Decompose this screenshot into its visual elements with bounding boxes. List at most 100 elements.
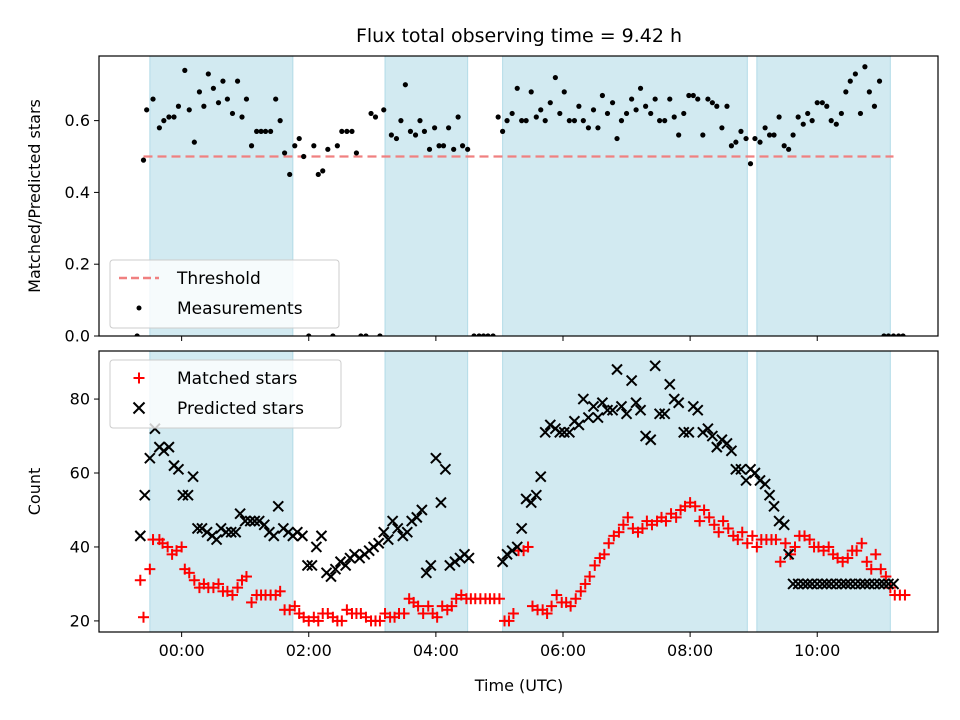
measurement-point: [876, 78, 883, 84]
measurement-point: [239, 114, 245, 120]
measurement-point: [381, 107, 387, 113]
measurement-point: [766, 132, 773, 138]
predicted-star-point: [315, 530, 328, 542]
legend-x: [132, 401, 146, 415]
measurement-point: [771, 132, 777, 138]
predicted-star-point: [430, 452, 442, 464]
predicted-star-point: [868, 578, 881, 590]
measurement-point: [339, 128, 345, 134]
predicted-star-point: [678, 426, 690, 439]
measurement-point: [705, 96, 711, 102]
matched-star-point: [899, 589, 911, 601]
predicted-star-point: [801, 578, 814, 590]
x-axis-label: Time (UTC): [474, 676, 563, 695]
matched-star-point: [584, 571, 596, 583]
measurement-point: [210, 85, 217, 91]
measurement-point: [695, 96, 701, 102]
measurement-point: [248, 143, 255, 149]
measurement-point: [440, 143, 447, 149]
legend-predicted-label: Predicted stars: [177, 399, 304, 419]
x-tick-label: 00:00: [159, 641, 205, 660]
y-tick-label: 0.0: [65, 327, 90, 346]
predicted-star-point: [763, 489, 776, 501]
matched-star-point: [613, 526, 625, 538]
predicted-star-point: [244, 515, 256, 527]
measurement-point: [724, 103, 730, 109]
measurement-point: [426, 146, 433, 152]
matched-star-point: [694, 515, 706, 527]
matched-star-point: [176, 541, 188, 553]
measurement-point: [629, 96, 635, 102]
measurement-point: [258, 128, 264, 134]
measurement-point: [900, 333, 906, 336]
measurement-point: [407, 128, 414, 134]
measurement-point: [657, 118, 663, 124]
measurement-point: [273, 96, 279, 102]
predicted-star-point: [382, 533, 394, 546]
measurement-point: [552, 74, 558, 81]
predicted-star-point: [882, 578, 895, 590]
predicted-star-point: [439, 463, 452, 476]
predicted-star-point: [859, 578, 871, 590]
measurement-point: [599, 92, 606, 99]
predicted-star-point: [172, 463, 185, 476]
measurement-point: [557, 110, 563, 117]
matched-star-point: [134, 574, 146, 586]
predicted-star-point: [649, 360, 661, 372]
predicted-star-point: [234, 507, 246, 520]
predicted-star-point: [420, 567, 433, 579]
measurement-point: [795, 114, 801, 120]
measurement-point: [733, 139, 739, 145]
predicted-star-point: [778, 519, 790, 531]
measurement-point: [781, 143, 787, 149]
x-tick-label: 06:00: [540, 641, 586, 660]
matched-star-point: [861, 556, 873, 568]
predicted-star-point: [306, 559, 318, 572]
matched-star-point: [589, 559, 601, 571]
x-tick-label: 02:00: [286, 641, 332, 660]
measurement-point: [480, 333, 487, 336]
measurement-point: [800, 121, 806, 127]
measurement-point: [161, 118, 167, 124]
measurement-point: [595, 125, 601, 131]
measurement-point: [676, 132, 682, 138]
shaded-interval: [756, 350, 891, 633]
predicted-star-point: [601, 404, 614, 416]
legend-plus: [133, 372, 145, 384]
measurement-point: [186, 107, 192, 113]
measurement-point: [728, 143, 735, 149]
predicted-star-point: [625, 374, 638, 387]
legend-measurements-dot: [136, 305, 142, 311]
predicted-star-point: [539, 426, 551, 439]
measurement-point: [471, 333, 477, 336]
measurement-point: [320, 168, 326, 174]
predicted-star-point: [782, 548, 795, 561]
predicted-star-point: [878, 578, 890, 590]
legend-predicted-marker: [132, 401, 146, 415]
matched-star-point: [212, 578, 224, 590]
matched-star-point: [603, 537, 615, 549]
matched-star-point: [670, 511, 682, 523]
predicted-star-point: [515, 522, 528, 535]
measurement-point: [747, 161, 754, 167]
x-tick-label: 10:00: [794, 641, 840, 660]
predicted-star-point: [425, 559, 437, 572]
measurement-point: [363, 333, 369, 336]
measurement-point: [609, 100, 616, 106]
measurement-point: [254, 128, 260, 134]
measurement-point: [538, 107, 544, 113]
matched-star-point: [622, 511, 634, 523]
measurement-point: [504, 118, 510, 124]
measurement-point: [528, 89, 534, 95]
measurement-point: [201, 103, 207, 109]
shaded-interval: [502, 55, 748, 337]
measurement-point: [757, 139, 763, 145]
chart-title: Flux total observing time = 9.42 h: [356, 25, 682, 47]
measurement-point: [843, 89, 849, 95]
predicted-star-point: [816, 578, 829, 590]
predicted-star-point: [339, 559, 352, 572]
measurement-point: [388, 132, 394, 138]
predicted-star-point: [554, 426, 566, 439]
y-tick-label: 80: [70, 390, 90, 409]
measurement-point: [292, 143, 298, 149]
